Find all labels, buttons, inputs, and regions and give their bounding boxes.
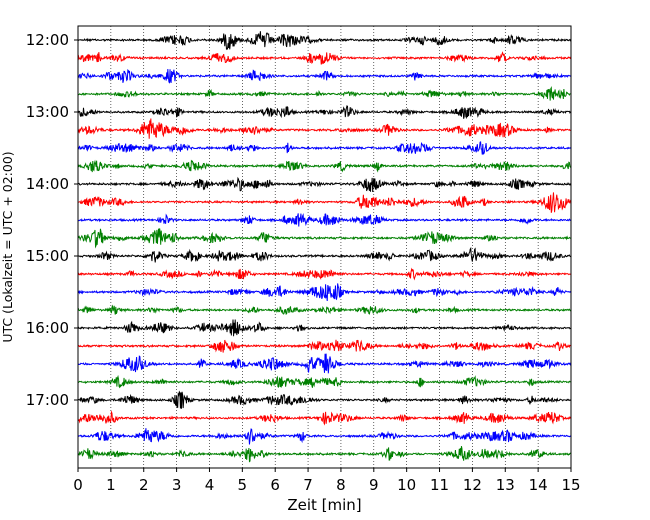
trace-row-1315 bbox=[77, 118, 572, 139]
x-tick-label-7: 7 bbox=[303, 476, 313, 494]
x-tick-label-8: 8 bbox=[336, 476, 346, 494]
trace-row-1245 bbox=[77, 86, 572, 101]
x-tick-label-15: 15 bbox=[561, 476, 580, 494]
y-tick-label-1: 13:00 bbox=[26, 103, 69, 121]
trace-row-1545 bbox=[77, 304, 572, 316]
x-tick-label-6: 6 bbox=[270, 476, 280, 494]
y-tick-label-3: 15:00 bbox=[26, 247, 69, 265]
x-tick-label-9: 9 bbox=[369, 476, 379, 494]
trace-row-1430 bbox=[77, 213, 572, 227]
y-tick-label-2: 14:00 bbox=[26, 175, 69, 193]
trace-row-1300 bbox=[77, 105, 572, 120]
x-tick-label-12: 12 bbox=[463, 476, 482, 494]
trace-row-1445 bbox=[77, 228, 571, 249]
trace-row-1500 bbox=[77, 246, 572, 263]
x-tick-label-1: 1 bbox=[106, 476, 116, 494]
x-tick-label-3: 3 bbox=[172, 476, 182, 494]
x-tick-label-14: 14 bbox=[529, 476, 548, 494]
x-axis-ticks: 0 1 2 3 4 5 6 7 8 9 10 11 12 13 14 15 bbox=[73, 468, 581, 494]
y-axis-ticks: 12:00 13:00 14:00 15:00 16:00 17:00 bbox=[26, 31, 78, 409]
trace-row-1600 bbox=[77, 319, 572, 337]
y-tick-label-5: 17:00 bbox=[26, 391, 69, 409]
trace-row-1700 bbox=[77, 390, 572, 409]
trace-row-1645 bbox=[77, 374, 572, 389]
seismic-traces bbox=[77, 31, 572, 463]
y-tick-label-4: 16:00 bbox=[26, 319, 69, 337]
x-axis-label: Zeit [min] bbox=[287, 496, 361, 514]
x-tick-label-11: 11 bbox=[430, 476, 449, 494]
trace-row-1230 bbox=[77, 68, 572, 84]
trace-row-1330 bbox=[77, 141, 572, 155]
trace-row-1615 bbox=[77, 339, 572, 353]
x-tick-label-4: 4 bbox=[205, 476, 215, 494]
trace-row-1345 bbox=[77, 159, 572, 173]
x-tick-label-13: 13 bbox=[496, 476, 515, 494]
trace-row-1630 bbox=[77, 353, 572, 374]
x-tick-label-2: 2 bbox=[139, 476, 149, 494]
trace-row-1745 bbox=[77, 446, 572, 463]
x-tick-label-0: 0 bbox=[73, 476, 83, 494]
x-tick-label-10: 10 bbox=[397, 476, 416, 494]
trace-row-1715 bbox=[77, 410, 572, 426]
trace-row-1400 bbox=[77, 176, 572, 193]
y-axis-label: UTC (Lokalzeit = UTC + 02:00) bbox=[0, 151, 15, 342]
y-tick-label-0: 12:00 bbox=[26, 31, 69, 49]
trace-row-1415 bbox=[77, 192, 572, 213]
trace-row-1215 bbox=[77, 51, 572, 65]
trace-row-1515 bbox=[77, 267, 572, 281]
trace-row-1730 bbox=[77, 428, 572, 445]
plot-frame bbox=[77, 25, 572, 469]
trace-row-1200 bbox=[77, 31, 572, 51]
x-tick-label-5: 5 bbox=[238, 476, 248, 494]
trace-row-1530 bbox=[77, 283, 572, 302]
